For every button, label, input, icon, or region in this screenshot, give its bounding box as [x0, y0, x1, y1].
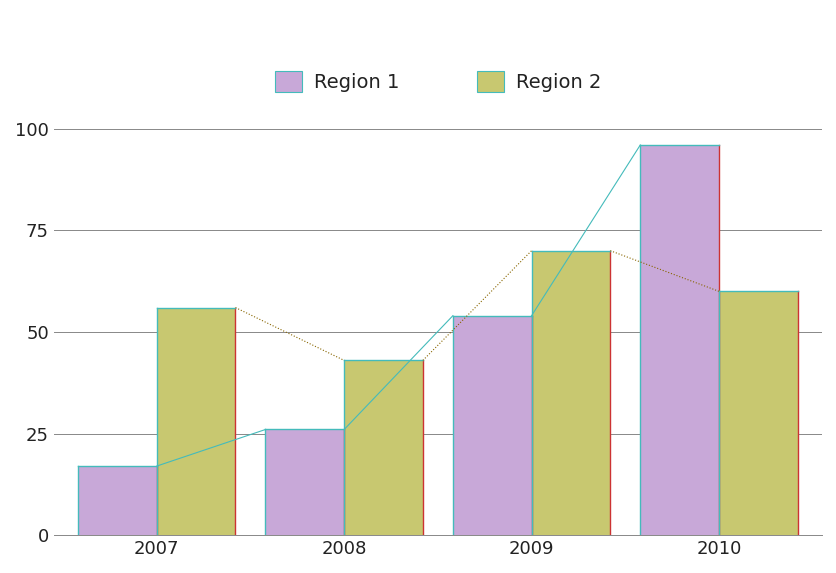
Bar: [344, 360, 422, 535]
Bar: [718, 291, 797, 535]
Legend: Region 1, Region 2: Region 1, Region 2: [267, 62, 608, 100]
Bar: [265, 430, 344, 535]
Bar: [78, 466, 156, 535]
Bar: [640, 145, 718, 535]
Bar: [531, 251, 609, 535]
Bar: [156, 308, 235, 535]
Bar: [452, 316, 531, 535]
